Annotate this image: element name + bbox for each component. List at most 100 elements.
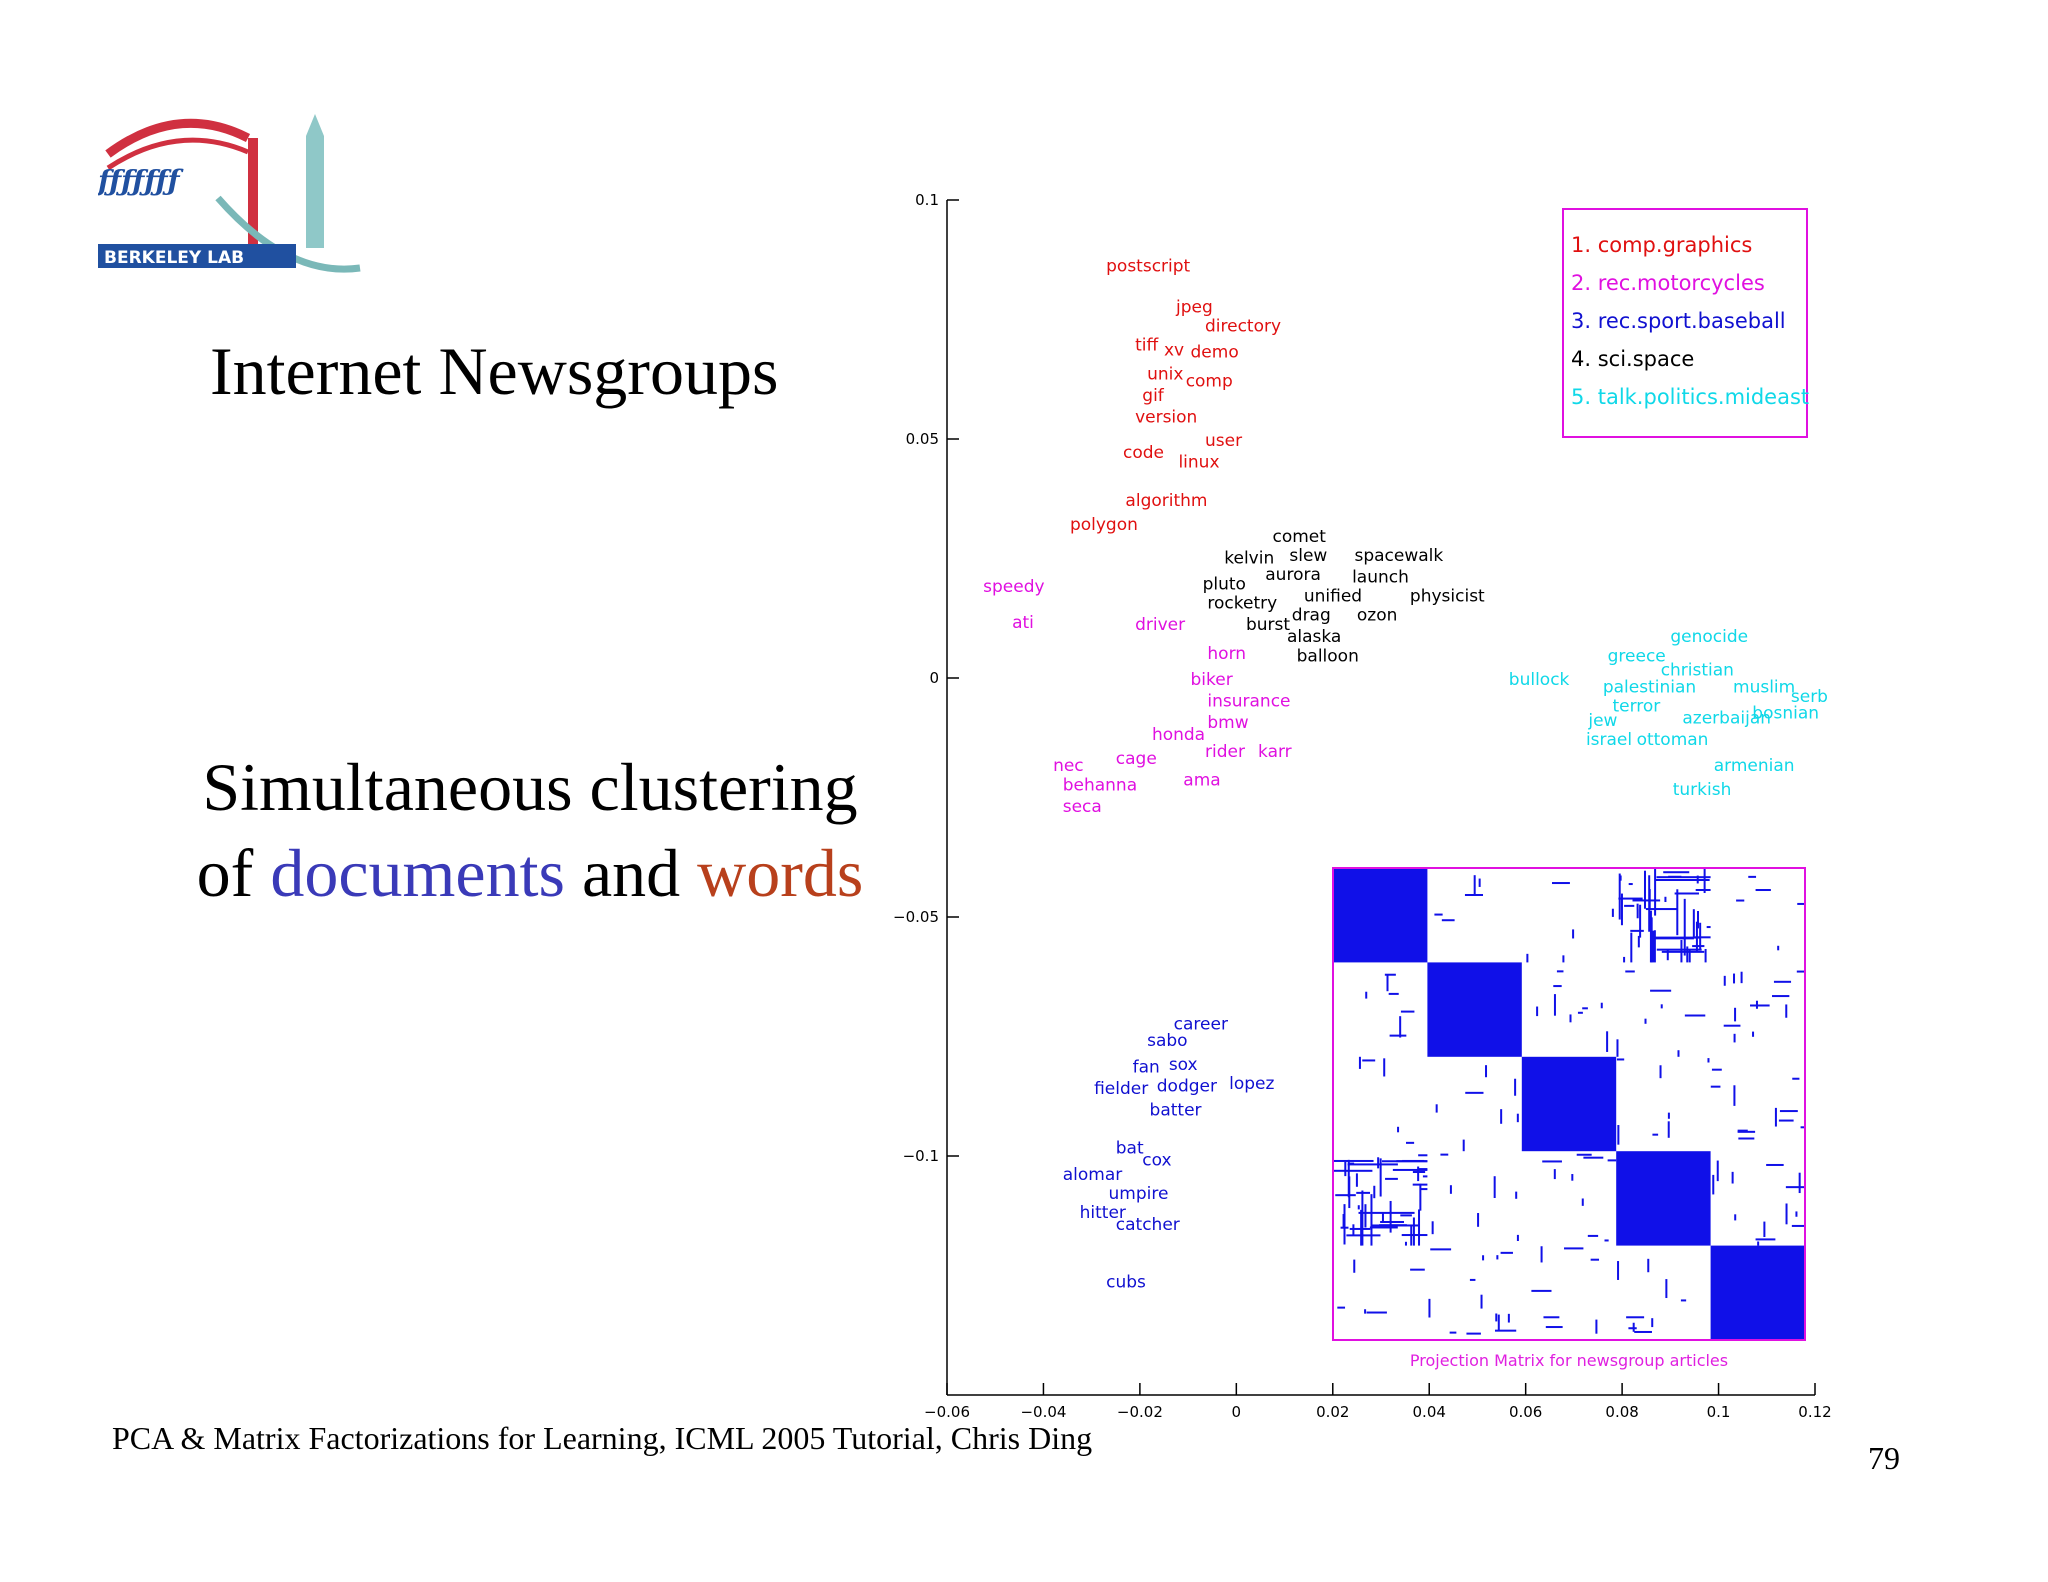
matrix-entry <box>1800 1126 1805 1129</box>
matrix-entry <box>1389 1034 1407 1037</box>
matrix-entry <box>1469 1278 1476 1281</box>
matrix-entry <box>1347 1159 1350 1198</box>
matrix-entry <box>1379 1224 1407 1227</box>
diagonal-block <box>1427 962 1522 1057</box>
matrix-entry <box>1659 1065 1662 1079</box>
matrix-entry <box>1430 1248 1452 1251</box>
matrix-entry <box>1694 936 1711 939</box>
matrix-entry <box>1791 1224 1805 1227</box>
matrix-entry <box>1337 1306 1346 1309</box>
word-label: fielder <box>1094 1079 1148 1099</box>
matrix-entry <box>1365 991 1368 999</box>
matrix-entry <box>1792 1077 1800 1080</box>
word-label: directory <box>1205 316 1281 336</box>
word-label: israel <box>1586 730 1632 750</box>
word-label: turkish <box>1673 780 1732 800</box>
slide-title: Internet Newsgroups <box>210 333 779 409</box>
word-label: unix <box>1147 364 1183 384</box>
matrix-entry <box>1356 1191 1371 1194</box>
matrix-entry <box>1651 1318 1654 1328</box>
matrix-entry <box>1333 1169 1373 1172</box>
legend-box <box>1562 208 1808 438</box>
matrix-entry <box>1349 1227 1371 1230</box>
matrix-entry <box>1556 970 1564 973</box>
matrix-entry <box>1618 897 1643 900</box>
x-tick-label: 0 <box>1232 1403 1242 1421</box>
matrix-entry <box>1737 1129 1748 1132</box>
word-label: catcher <box>1116 1215 1180 1235</box>
matrix-entry <box>1733 1085 1736 1106</box>
matrix-entry <box>1494 1329 1517 1332</box>
matrix-entry <box>1352 1224 1355 1236</box>
word-label: career <box>1174 1014 1228 1034</box>
word-label: alaska <box>1287 627 1341 647</box>
matrix-entry <box>1477 1213 1480 1227</box>
word-label: bmw <box>1207 713 1248 733</box>
matrix-entry <box>1400 1010 1415 1013</box>
word-label: launch <box>1352 567 1409 587</box>
matrix-entry <box>1606 1031 1609 1052</box>
matrix-entry <box>1624 904 1635 907</box>
word-label: algorithm <box>1125 491 1207 511</box>
diagonal-block <box>1710 1245 1805 1340</box>
matrix-entry <box>1420 1188 1428 1191</box>
word-label: ati <box>1012 613 1034 633</box>
matrix-entry <box>1377 1157 1380 1169</box>
word-label: postscript <box>1106 257 1190 277</box>
matrix-entry <box>1636 903 1639 910</box>
subtitle-of: of <box>196 835 254 911</box>
word-label: code <box>1123 443 1164 463</box>
matrix-entry <box>1576 1153 1592 1156</box>
legend-entry: 3. rec.sport.baseball <box>1571 309 1786 333</box>
matrix-entry <box>1773 980 1792 983</box>
matrix-entry <box>1623 956 1626 963</box>
matrix-entry <box>1684 1014 1706 1017</box>
matrix-entry <box>1736 899 1745 902</box>
svg-text:ƒƒƒƒƒƒƒ: ƒƒƒƒƒƒƒ <box>98 164 184 197</box>
matrix-entry <box>1686 946 1689 963</box>
word-label: speedy <box>983 577 1044 597</box>
matrix-entry <box>1667 1112 1670 1119</box>
x-tick-label: 0.04 <box>1413 1403 1446 1421</box>
word-label: muslim <box>1733 677 1795 697</box>
matrix-entry <box>1695 889 1711 892</box>
matrix-entry <box>1677 1050 1680 1057</box>
matrix-entry <box>1680 939 1683 963</box>
matrix-entry <box>1656 948 1702 951</box>
word-label: rider <box>1205 742 1245 762</box>
matrix-entry <box>1785 1186 1805 1189</box>
matrix-entry <box>1628 1327 1637 1330</box>
matrix-entry <box>1346 1234 1381 1237</box>
word-label: xv <box>1164 340 1184 360</box>
word-label: alomar <box>1063 1165 1123 1185</box>
matrix-entry <box>1357 1205 1360 1210</box>
matrix-entry <box>1692 909 1695 939</box>
matrix-entry <box>1582 1007 1588 1010</box>
matrix-entry <box>1583 1156 1604 1159</box>
matrix-entry <box>1417 1166 1420 1182</box>
matrix-entry <box>1400 1214 1412 1217</box>
word-label: aurora <box>1265 565 1321 585</box>
matrix-entry <box>1581 1198 1584 1206</box>
matrix-entry <box>1564 1247 1584 1250</box>
subtitle-line-2: of documents and words <box>160 830 900 916</box>
word-label: nec <box>1053 756 1084 776</box>
word-label: genocide <box>1670 627 1748 647</box>
matrix-entry <box>1766 1163 1784 1166</box>
word-label: slew <box>1289 546 1327 566</box>
word-label: comp <box>1186 371 1233 391</box>
word-label: linux <box>1178 453 1219 473</box>
y-tick-label: 0.1 <box>915 191 939 209</box>
matrix-entry <box>1654 868 1657 916</box>
diagonal-block <box>1521 1056 1617 1152</box>
word-label: comet <box>1273 527 1327 547</box>
matrix-entry <box>1383 1058 1386 1077</box>
word-label: dodger <box>1157 1076 1217 1096</box>
matrix-entry <box>1410 1225 1413 1246</box>
y-tick-label: 0 <box>929 669 939 687</box>
matrix-entry <box>1704 948 1707 963</box>
word-label: bat <box>1116 1139 1144 1159</box>
matrix-entry <box>1386 974 1389 992</box>
matrix-entry <box>1545 1326 1563 1329</box>
